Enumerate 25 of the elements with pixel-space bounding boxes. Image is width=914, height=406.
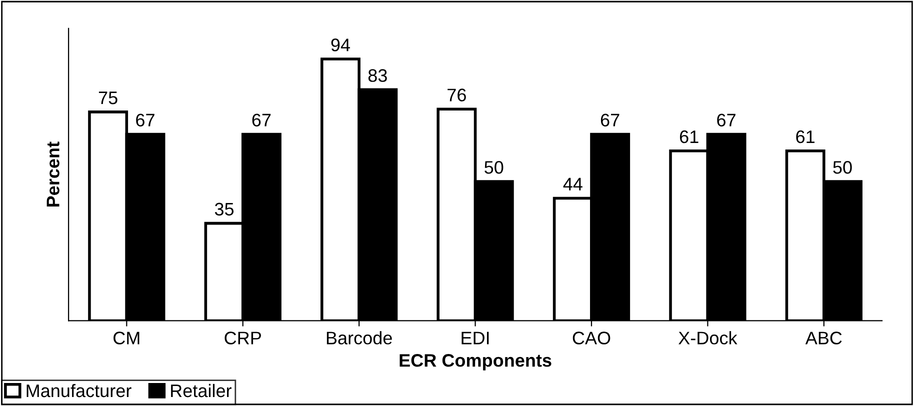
data-label: 67 <box>600 114 620 126</box>
data-label: 67 <box>252 114 271 126</box>
x-tick-label: ABC <box>805 332 842 344</box>
data-label: 50 <box>484 161 504 174</box>
data-label: 75 <box>98 92 118 104</box>
x-tick-label: X-Dock <box>678 331 738 344</box>
y-axis-title: Percent <box>46 142 60 206</box>
data-label: 76 <box>448 88 466 102</box>
data-label: 67 <box>717 114 736 126</box>
legend-label: Retailer <box>171 384 232 398</box>
x-tick-label: CM <box>114 332 140 344</box>
x-tick-label: CRP <box>224 332 261 344</box>
x-tick-label: EDI <box>462 332 489 344</box>
data-label: 35 <box>214 202 234 216</box>
data-label: 67 <box>136 114 154 126</box>
data-label: 44 <box>563 178 582 190</box>
data-label: 83 <box>368 69 387 82</box>
x-tick-label: Barcode <box>326 331 392 344</box>
x-tick-label: CAO <box>572 332 610 344</box>
data-label: 61 <box>796 130 814 144</box>
data-label: 94 <box>331 38 350 52</box>
data-label: 61 <box>680 130 698 144</box>
x-axis-title: ECR Components <box>400 354 552 370</box>
legend-label: Manufacturer <box>26 384 132 398</box>
data-label: 50 <box>833 161 852 174</box>
